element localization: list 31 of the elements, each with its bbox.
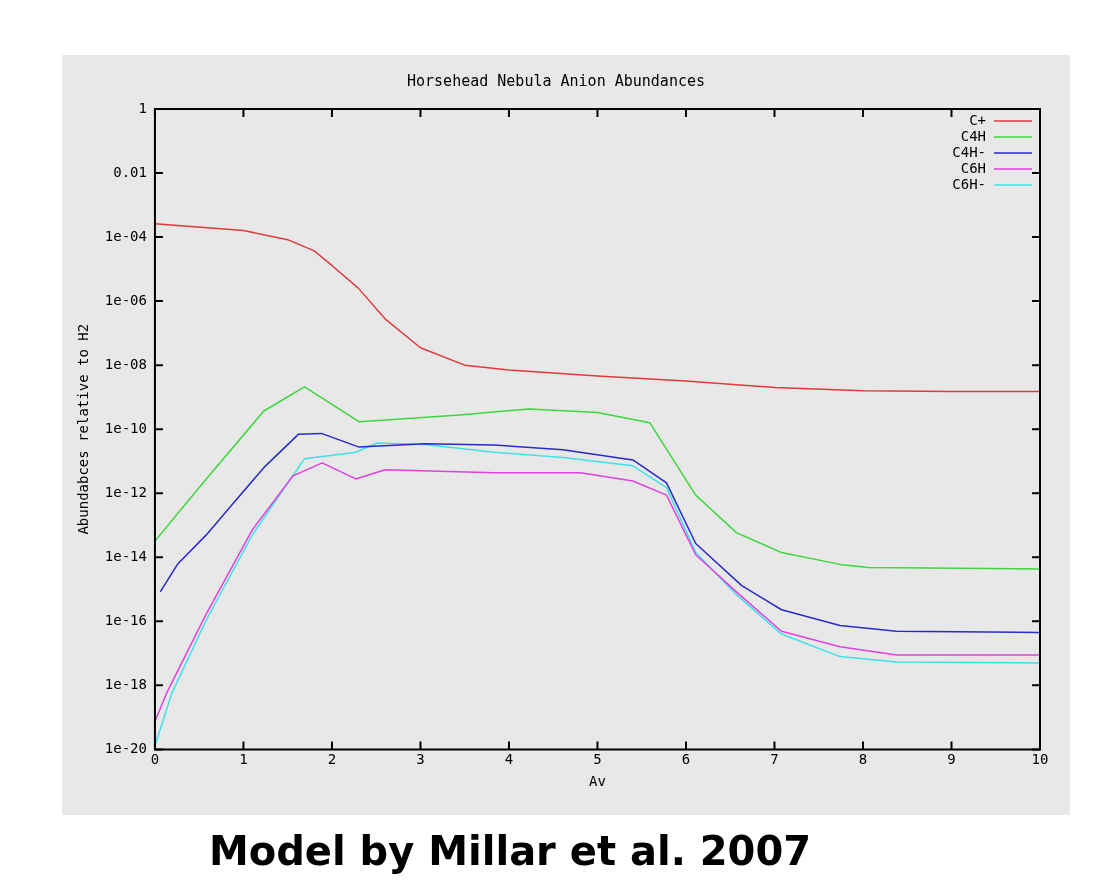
y-axis-title: Abundabces relative to H2 bbox=[75, 323, 92, 535]
y-tick-label: 1e-06 bbox=[104, 291, 147, 308]
x-tick-label: 8 bbox=[858, 751, 868, 768]
x-tick-label: 1 bbox=[239, 751, 248, 768]
text: Model by Millar et al. 2007 bbox=[207, 828, 813, 874]
x-tick-label: 7 bbox=[770, 751, 779, 768]
x-tick-label: 9 bbox=[947, 751, 956, 768]
y-tick-label: 1e-18 bbox=[104, 676, 147, 692]
y-tick-label: 1e-04 bbox=[104, 227, 147, 244]
y-tick-label: 1 bbox=[138, 99, 147, 116]
legend-label: C4H- bbox=[952, 143, 986, 160]
legend-label: C+ bbox=[969, 111, 986, 128]
y-tick-label: 1e-14 bbox=[104, 547, 147, 564]
y-tick-label: 1e-20 bbox=[104, 740, 147, 757]
x-tick-label: 5 bbox=[593, 751, 602, 768]
x-tick-label: 2 bbox=[327, 751, 337, 768]
y-tick-label: 1e-08 bbox=[104, 355, 147, 372]
y-tick-label: 1e-12 bbox=[104, 483, 147, 500]
x-tick-label: 4 bbox=[504, 751, 514, 768]
legend-label: C6H bbox=[960, 159, 986, 176]
legend-label: C4H bbox=[960, 127, 986, 144]
x-tick-label: 0 bbox=[150, 751, 160, 768]
x-axis-title: Av bbox=[589, 773, 606, 790]
x-tick-label: 3 bbox=[416, 751, 425, 768]
x-tick-label: 10 bbox=[1031, 751, 1049, 768]
x-tick-label: 6 bbox=[681, 751, 691, 768]
y-tick-label: 1e-16 bbox=[104, 611, 147, 628]
chart-title: Horsehead Nebula Anion Abundances bbox=[406, 71, 706, 90]
y-tick-label: 1e-10 bbox=[104, 419, 147, 436]
legend-label: C6H- bbox=[952, 175, 986, 192]
y-tick-label: 0.01 bbox=[113, 163, 147, 180]
